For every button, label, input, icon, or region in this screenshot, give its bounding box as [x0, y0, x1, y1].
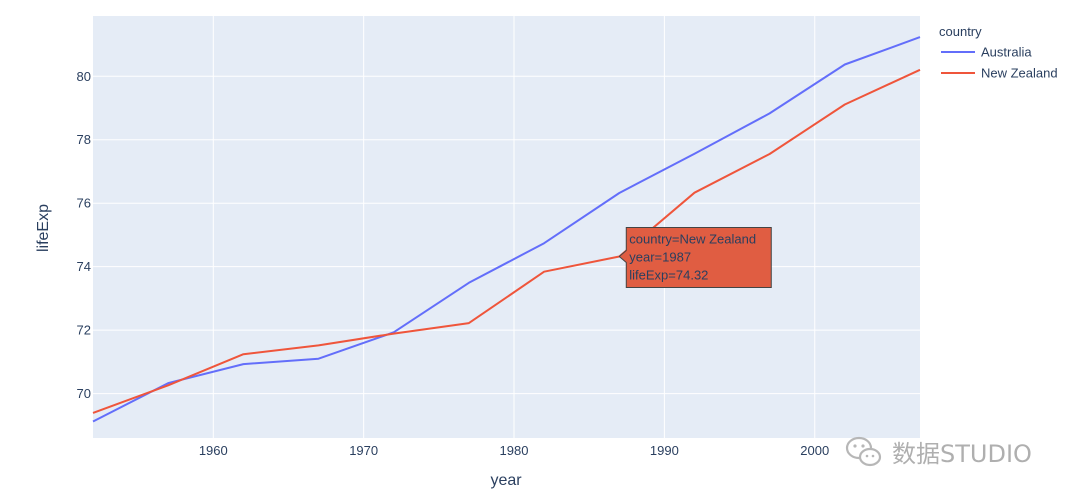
series-line-new-zealand[interactable] [92, 68, 921, 414]
y-tick-label: 70 [77, 386, 91, 401]
x-tick-label: 1990 [650, 443, 679, 458]
y-tick-label: 74 [77, 259, 91, 274]
x-axis-ticks: 1960 1970 1980 1990 2000 [199, 443, 829, 458]
hover-tooltip: country=New Zealand year=1987 lifeExp=74.3… [618, 227, 772, 289]
tooltip-box [618, 227, 772, 289]
legend-label-new-zealand[interactable]: New Zealand [981, 66, 1058, 81]
y-tick-label: 76 [77, 196, 91, 211]
y-axis-title: lifeExp [35, 204, 52, 252]
wechat-icon [845, 436, 882, 467]
y-tick-label: 80 [77, 69, 91, 84]
legend-title: country [939, 24, 982, 39]
x-axis-title: year [490, 472, 522, 489]
y-tick-label: 78 [77, 132, 91, 147]
legend: country Australia New Zealand [939, 24, 1058, 81]
plot-background [93, 16, 920, 438]
legend-label-australia[interactable]: Australia [981, 45, 1032, 60]
watermark-text: 数据STUDIO [892, 440, 1032, 468]
series-lines[interactable] [92, 36, 921, 423]
watermark: 数据STUDIO [845, 436, 1032, 468]
y-tick-label: 72 [77, 323, 91, 338]
x-tick-label: 2000 [800, 443, 829, 458]
x-tick-label: 1960 [199, 443, 228, 458]
tooltip-line: country=New Zealand [629, 232, 756, 247]
x-tick-label: 1980 [500, 443, 529, 458]
y-axis-ticks: 70 72 74 76 78 80 [77, 69, 91, 401]
x-tick-label: 1970 [349, 443, 378, 458]
grid [93, 16, 920, 438]
series-line-australia[interactable] [92, 36, 921, 423]
tooltip-line: lifeExp=74.32 [629, 268, 708, 283]
tooltip-line: year=1987 [629, 250, 691, 265]
